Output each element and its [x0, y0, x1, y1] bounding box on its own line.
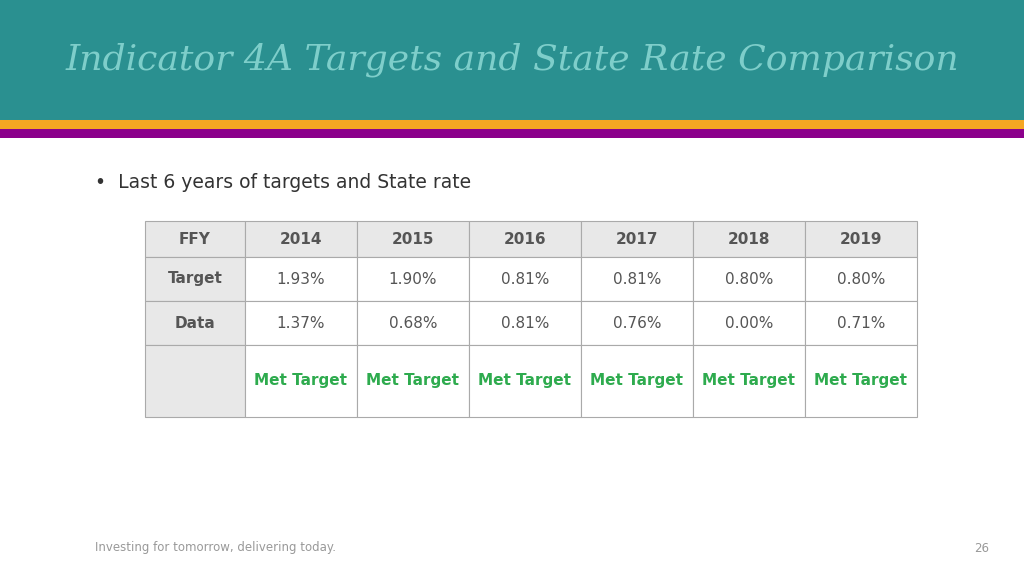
Bar: [805, 345, 918, 417]
Text: 0.68%: 0.68%: [389, 316, 437, 331]
Text: Target: Target: [168, 271, 222, 286]
Bar: [0, 0, 1024, 120]
Text: Met Target: Met Target: [478, 373, 571, 388]
Text: 0.81%: 0.81%: [501, 316, 549, 331]
Text: Met Target: Met Target: [255, 373, 347, 388]
Text: 2018: 2018: [728, 232, 770, 247]
Bar: [469, 221, 581, 257]
Text: 2019: 2019: [840, 232, 883, 247]
Text: 2017: 2017: [615, 232, 658, 247]
Text: FFY: FFY: [179, 232, 211, 247]
Text: 1.90%: 1.90%: [389, 271, 437, 286]
Bar: [145, 221, 245, 257]
Text: 1.93%: 1.93%: [276, 271, 326, 286]
Text: 0.81%: 0.81%: [612, 271, 662, 286]
Text: Met Target: Met Target: [591, 373, 683, 388]
Bar: [693, 257, 805, 301]
Bar: [357, 221, 469, 257]
Bar: [0, 129, 1024, 138]
Bar: [145, 257, 245, 301]
Bar: [693, 301, 805, 345]
Bar: [693, 221, 805, 257]
Bar: [245, 301, 357, 345]
Text: 1.37%: 1.37%: [276, 316, 326, 331]
Text: 0.76%: 0.76%: [612, 316, 662, 331]
Bar: [581, 345, 693, 417]
Text: 2016: 2016: [504, 232, 547, 247]
Bar: [245, 221, 357, 257]
Text: Met Target: Met Target: [814, 373, 907, 388]
Text: Met Target: Met Target: [702, 373, 796, 388]
Text: •  Last 6 years of targets and State rate: • Last 6 years of targets and State rate: [95, 173, 471, 192]
Bar: [805, 257, 918, 301]
Text: Investing for tomorrow, delivering today.: Investing for tomorrow, delivering today…: [95, 541, 336, 555]
Bar: [693, 345, 805, 417]
Text: 2015: 2015: [392, 232, 434, 247]
Bar: [145, 345, 245, 417]
Bar: [245, 345, 357, 417]
Text: 26: 26: [974, 541, 989, 555]
Bar: [145, 301, 245, 345]
Bar: [469, 345, 581, 417]
Text: 2014: 2014: [280, 232, 323, 247]
Bar: [0, 120, 1024, 129]
Bar: [357, 345, 469, 417]
Text: 0.80%: 0.80%: [837, 271, 885, 286]
Bar: [469, 257, 581, 301]
Bar: [805, 221, 918, 257]
Bar: [245, 257, 357, 301]
Bar: [357, 301, 469, 345]
Bar: [581, 221, 693, 257]
Bar: [469, 301, 581, 345]
Text: Indicator 4A Targets and State Rate Comparison: Indicator 4A Targets and State Rate Comp…: [66, 43, 958, 77]
Bar: [581, 257, 693, 301]
Text: 0.80%: 0.80%: [725, 271, 773, 286]
Text: 0.71%: 0.71%: [837, 316, 885, 331]
Text: Data: Data: [175, 316, 215, 331]
Bar: [805, 301, 918, 345]
Text: 0.00%: 0.00%: [725, 316, 773, 331]
Text: Met Target: Met Target: [367, 373, 460, 388]
Bar: [357, 257, 469, 301]
Bar: [581, 301, 693, 345]
Text: 0.81%: 0.81%: [501, 271, 549, 286]
